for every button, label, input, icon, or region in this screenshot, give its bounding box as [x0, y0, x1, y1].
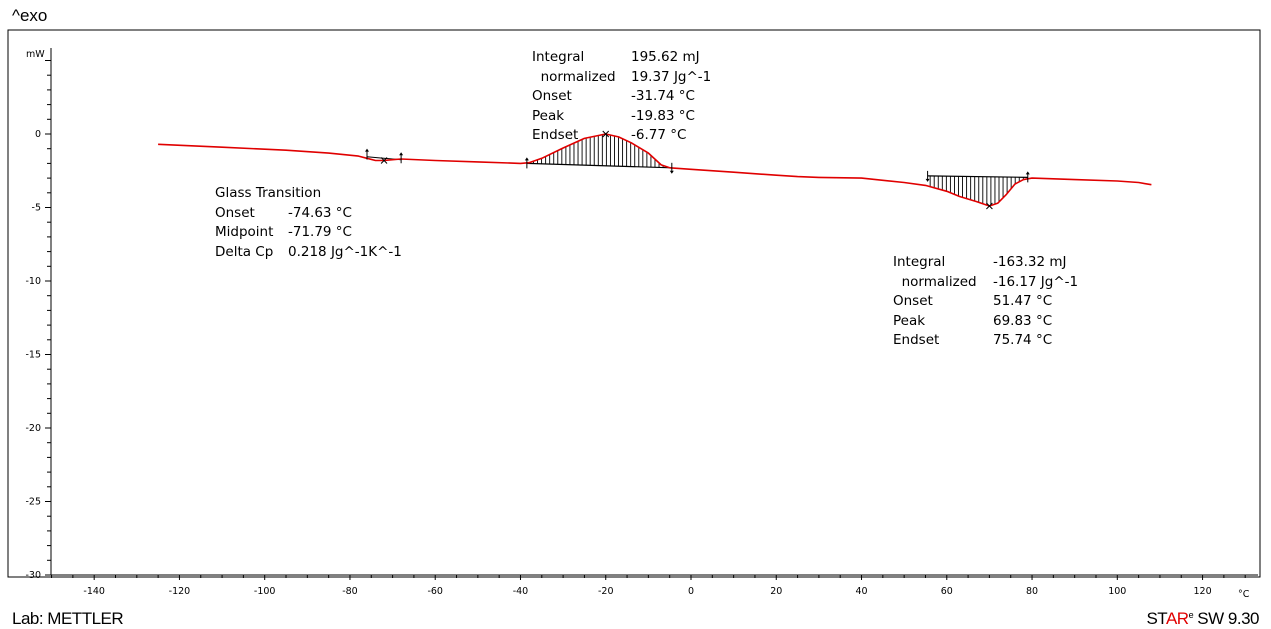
baseline: [927, 175, 1028, 178]
software-version: STARe SW 9.30: [1146, 609, 1259, 629]
p2-endset-label: Endset: [893, 332, 940, 348]
y-tick-label: -20: [25, 423, 41, 434]
y-tick-label: -10: [25, 276, 41, 287]
gt-onset-label: Onset: [215, 204, 255, 221]
y-tick-label: 0: [35, 129, 41, 140]
gt-deltacp-label: Delta Cp: [215, 243, 274, 260]
x-tick-label: 120: [1193, 586, 1211, 597]
x-tick-label: 80: [1026, 586, 1038, 597]
gt-onset-value: -74.63 °C: [288, 204, 352, 221]
y-tick-label: -30: [25, 570, 41, 581]
gt-midpoint-value: -71.79 °C: [288, 224, 352, 240]
x-tick-label: 100: [1108, 586, 1126, 597]
p2-onset-value: 51.47 °C: [993, 293, 1053, 309]
p2-integral-value: -163.32 mJ: [993, 254, 1067, 270]
limit-arrow: [669, 170, 674, 174]
gt-midpoint-label: Midpoint: [215, 224, 274, 240]
dsc-curve: [158, 133, 1152, 207]
x-tick-label: -20: [598, 586, 614, 597]
p2-endset-value: 75.74 °C: [993, 332, 1053, 348]
p1-peak-value: -19.83 °C: [631, 107, 695, 124]
glass-transition-title: Glass Transition: [215, 185, 322, 201]
x-tick-label: 20: [770, 586, 782, 597]
limit-arrow: [365, 148, 370, 152]
sw-prefix-red: AR: [1165, 609, 1189, 628]
p2-peak-label: Peak: [893, 312, 926, 329]
p2-integral-label: Integral: [893, 254, 946, 270]
limit-arrow: [925, 178, 930, 182]
eval-cross: [380, 157, 388, 164]
x-tick-label: 0: [688, 586, 694, 597]
sw-suffix: SW 9.30: [1193, 609, 1259, 628]
x-tick-label: -60: [427, 586, 443, 597]
x-tick-label: -40: [513, 586, 529, 597]
p1-normalized-value: 19.37 Jg^-1: [631, 68, 712, 85]
gt-deltacp-value: 0.218 Jg^-1K^-1: [288, 243, 402, 260]
p1-onset-label: Onset: [532, 88, 572, 104]
exo-direction-label: ^exo: [12, 6, 48, 25]
baseline: [526, 162, 672, 169]
p2-normalized-value: -16.17 Jg^-1: [993, 273, 1079, 290]
limit-arrow: [399, 152, 404, 156]
eval-cross: [602, 130, 610, 138]
x-tick-label: 60: [941, 586, 953, 597]
plot-frame: [7, 29, 1261, 578]
p2-normalized-label: normalized: [893, 273, 977, 290]
x-tick-label: -100: [254, 586, 276, 597]
y-tick-label: -25: [25, 497, 41, 508]
integration-baselines: [366, 156, 1028, 178]
limit-arrow: [1025, 171, 1030, 175]
lab-label: Lab: METTLER: [12, 609, 124, 628]
x-tick-label: -140: [83, 586, 105, 597]
p1-onset-value: -31.74 °C: [631, 88, 695, 104]
p1-endset-label: Endset: [532, 127, 579, 143]
series-line: [158, 133, 1152, 207]
p1-peak-label: Peak: [532, 107, 565, 124]
x-tick-label: -120: [169, 586, 191, 597]
p1-normalized-label: normalized: [532, 68, 616, 85]
sw-prefix: ST: [1146, 609, 1166, 628]
p2-onset-label: Onset: [893, 293, 933, 309]
p2-peak-value: 69.83 °C: [993, 312, 1053, 329]
axes: 0 -5 -10 -15 -20 -25 -30 -140 -120 -100 -80 -60 -40 -…: [25, 48, 1258, 597]
evaluation-markers: [365, 130, 1030, 210]
y-tick-label: -15: [25, 350, 41, 361]
x-tick-label: -80: [342, 586, 358, 597]
endotherm-peak-annotation: Integral -163.32 mJ normalized -16.17 Jg^-…: [893, 253, 1078, 351]
p1-integral-value: 195.62 mJ: [631, 49, 700, 65]
eval-cross: [986, 202, 993, 210]
p1-endset-value: -6.77 °C: [631, 127, 687, 143]
limit-arrow: [524, 157, 529, 161]
y-axis-unit-label: mW: [26, 49, 45, 60]
exotherm-peak-annotation: Integral 195.62 mJ normalized 19.37 Jg^-1 …: [532, 48, 711, 146]
glass-transition-annotation: Glass Transition Onset -74.63 °C Midpoint…: [215, 184, 402, 262]
p1-integral-label: Integral: [532, 49, 585, 65]
sw-sup: e: [1188, 610, 1194, 620]
x-tick-label: 40: [855, 586, 867, 597]
y-tick-label: -5: [32, 203, 41, 214]
x-axis-unit-label: °C: [1238, 589, 1250, 600]
